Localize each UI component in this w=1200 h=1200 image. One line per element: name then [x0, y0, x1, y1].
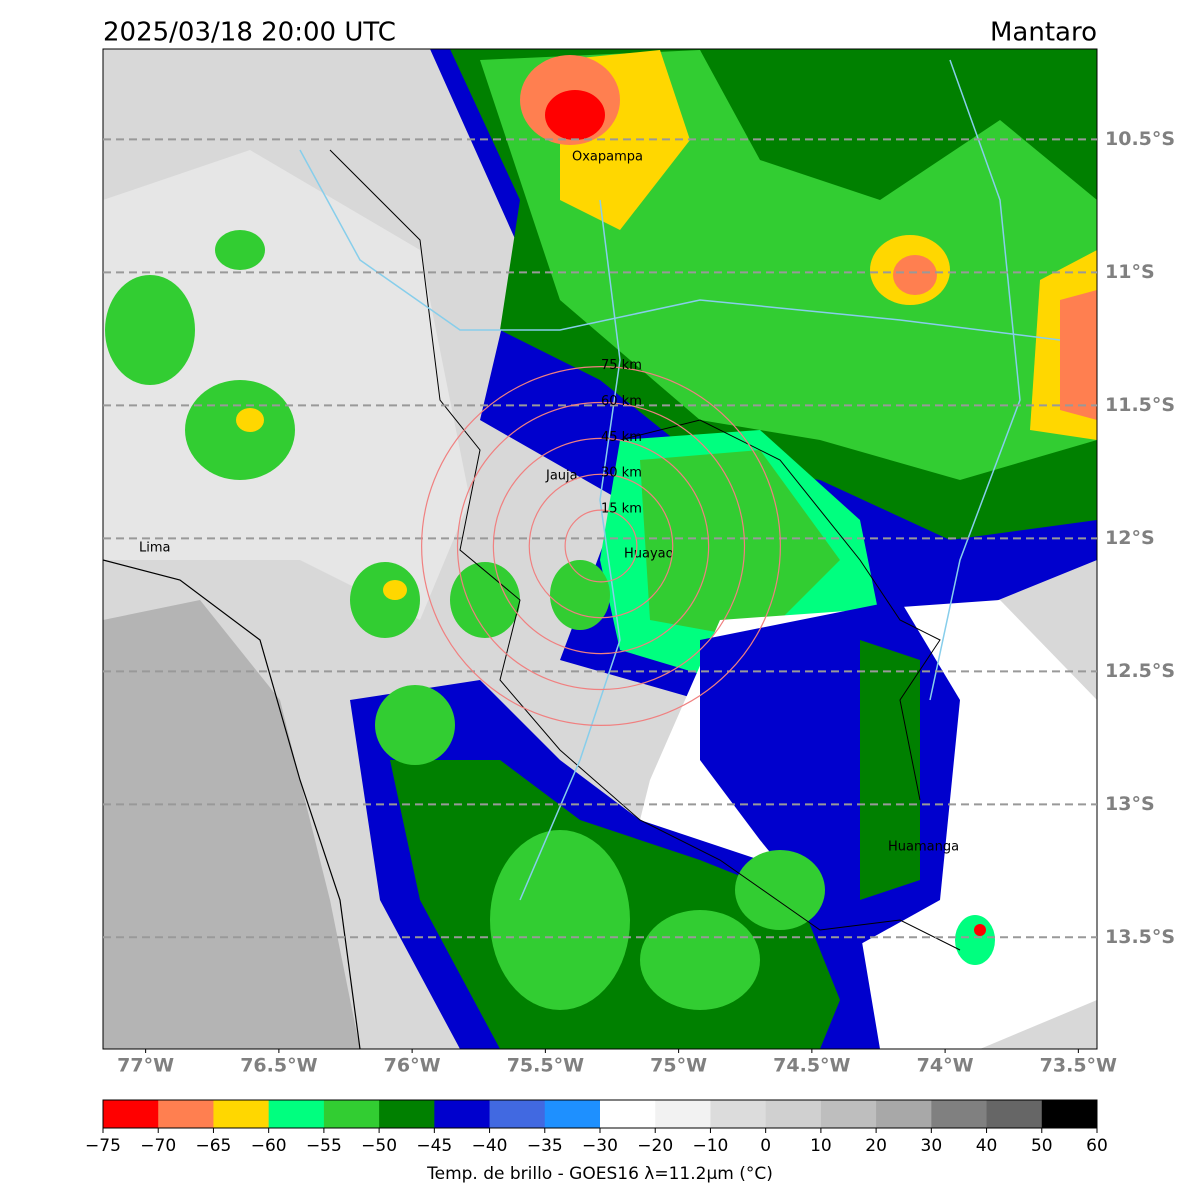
- lon-tick-label: 77°W: [117, 1055, 174, 1077]
- colorbar-label: Temp. de brillo - GOES16 λ=11.2μm (°C): [426, 1164, 773, 1184]
- lat-tick-label: 12°S: [1105, 527, 1155, 549]
- colorbar-segment: [931, 1100, 988, 1128]
- colorbar-tick-label: −60: [251, 1136, 287, 1156]
- colorbar-segment: [655, 1100, 711, 1128]
- lon-tick-label: 73.5°W: [1040, 1055, 1117, 1077]
- places: Oxapampa Jauja Huayao Lima Huamanga: [139, 150, 959, 855]
- colorbar-segment: [158, 1100, 214, 1128]
- colorbar-tick-label: −70: [140, 1136, 176, 1156]
- colorbar-segment: [379, 1100, 435, 1128]
- colorbar-tick-label: −40: [472, 1136, 508, 1156]
- place-label: Huamanga: [888, 840, 959, 855]
- lat-tick-label: 11.5°S: [1105, 394, 1175, 416]
- title-left: 2025/03/18 20:00 UTC: [103, 18, 396, 48]
- satellite-image: [103, 49, 1097, 1049]
- colorbar-segment: [268, 1100, 325, 1128]
- range-ring: [421, 366, 781, 726]
- ring-label: 60 km: [601, 394, 642, 409]
- colorbar-tick-label: 40: [976, 1136, 998, 1156]
- colorbar-tick-label: −75: [85, 1136, 121, 1156]
- lon-tick-label: 75°W: [650, 1055, 707, 1077]
- ring-label: 15 km: [601, 502, 642, 517]
- range-ring: [564, 509, 638, 583]
- colorbar-tick-label: 50: [1031, 1136, 1053, 1156]
- ring-label: 45 km: [601, 430, 642, 445]
- title-right: Mantaro: [990, 18, 1097, 48]
- colorbar-tick-label: −35: [527, 1136, 563, 1156]
- lon-tick-label: 74°W: [917, 1055, 974, 1077]
- colorbar-tick-label: 60: [1086, 1136, 1108, 1156]
- colorbar-segment: [544, 1100, 601, 1128]
- lat-tick-label: 10.5°S: [1105, 128, 1175, 150]
- lat-tick-label: 11°S: [1105, 261, 1155, 283]
- lat-tick-label: 13.5°S: [1105, 926, 1175, 948]
- colorbar-segment: [820, 1100, 877, 1128]
- colorbar-segment: [1041, 1100, 1098, 1128]
- lon-tick-label: 74.5°W: [773, 1055, 850, 1077]
- colorbar-tick-label: 0: [760, 1136, 771, 1156]
- place-label: Jauja: [545, 469, 578, 484]
- colorbar-tick-label: −65: [195, 1136, 231, 1156]
- colorbar-tick-label: −20: [637, 1136, 673, 1156]
- colorbar-segment: [213, 1100, 270, 1128]
- range-ring: [492, 437, 710, 655]
- colorbar-tick-label: 10: [810, 1136, 832, 1156]
- lat-tick-label: 13°S: [1105, 793, 1155, 815]
- colorbar-segment: [489, 1100, 546, 1128]
- colorbar-segment: [103, 1100, 159, 1128]
- colorbar-tick-label: −30: [582, 1136, 618, 1156]
- ring-label: 30 km: [601, 466, 642, 481]
- map-frame: [102, 48, 1098, 1050]
- lon-tick-label: 76.5°W: [240, 1055, 317, 1077]
- colorbar-segment: [323, 1100, 380, 1128]
- colorbar-tick-label: −10: [692, 1136, 728, 1156]
- place-label: Oxapampa: [572, 150, 643, 165]
- colorbar-tick-label: −50: [361, 1136, 397, 1156]
- lon-tick-label: 75.5°W: [507, 1055, 584, 1077]
- colorbar-segment: [600, 1100, 656, 1128]
- place-label: Huayao: [624, 547, 674, 562]
- colorbar-tick-label: −45: [416, 1136, 452, 1156]
- range-ring: [456, 401, 746, 691]
- colorbar-segment: [710, 1100, 767, 1128]
- colorbar-segment: [876, 1100, 932, 1128]
- colorbar-tick-label: −55: [306, 1136, 342, 1156]
- colorbar-tick-label: 20: [865, 1136, 887, 1156]
- place-label: Lima: [139, 541, 170, 556]
- ring-label: 75 km: [601, 358, 642, 373]
- range-ring: [528, 473, 674, 619]
- colorbar-segment: [765, 1100, 822, 1128]
- colorbar-segment: [434, 1100, 491, 1128]
- lat-tick-label: 12.5°S: [1105, 660, 1175, 682]
- colorbar-tick-label: 30: [921, 1136, 943, 1156]
- colorbar-segment: [986, 1100, 1043, 1128]
- lon-tick-label: 76°W: [384, 1055, 441, 1077]
